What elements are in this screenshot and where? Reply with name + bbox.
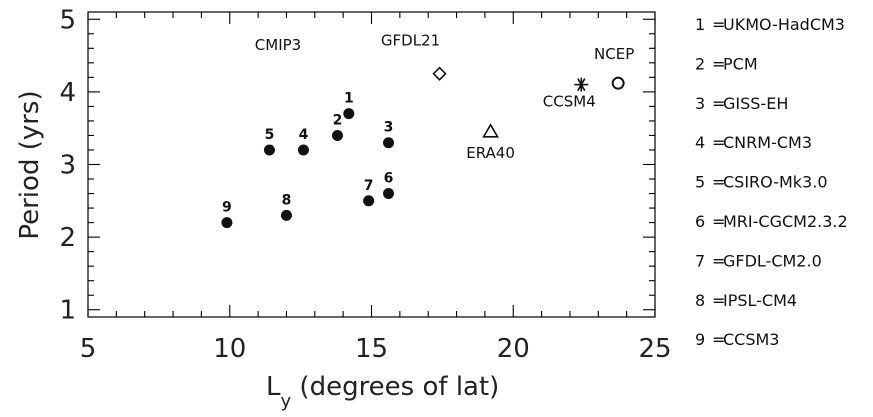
model-point-label: 8 [282,192,292,208]
y-tick-label: 4 [59,78,76,108]
legend-key: 2 [695,54,705,73]
x-tick-label: 20 [497,334,530,364]
legend-key: 3 [695,94,705,113]
x-tick-label: 10 [213,334,246,364]
plot-frame [87,11,656,318]
era40-marker [482,123,499,138]
model-point-label: 9 [222,200,232,216]
model-point [383,188,395,200]
legend-name: CCSM3 [723,330,779,349]
legend-name: CNRM-CM3 [723,133,812,152]
model-point [331,129,343,141]
legend-sep: = [712,330,725,349]
legend-key: 6 [695,212,705,231]
legend-sep: = [712,15,725,34]
legend-key: 5 [695,173,705,192]
model-point-label: 1 [344,91,354,107]
legend-sep: = [712,291,725,310]
x-axis-label-rest: (degrees of lat) [291,372,499,402]
legend-key: 9 [695,330,705,349]
y-tick-label: 3 [59,151,76,181]
y-tick-label: 2 [59,223,76,253]
x-axis-label-sub: y [281,391,292,412]
legend-key: 1 [695,15,705,34]
model-point [297,144,309,156]
legend-key: 4 [695,133,705,152]
x-ticks: 5 10 15 20 25 [80,12,672,364]
legend-sep: = [712,54,725,73]
model-point-label: 6 [384,171,394,187]
gfdl21-label: GFDL21 [381,32,440,50]
y-tick-label: 5 [59,5,76,35]
ccsm4-label: CCSM4 [543,93,596,111]
model-point-label: 2 [333,112,343,128]
x-axis-label: Ly (degrees of lat) [266,372,499,412]
plot-marks: 12 3 4 5 67 8 9 GFDL21 ERA40 CCSM4 NCEP [221,32,634,229]
model-point [383,137,395,149]
gfdl21-marker [432,66,447,81]
x-axis-label-main: L [266,372,281,402]
ncep-marker [611,76,625,90]
legend-sep: = [712,251,725,270]
model-point-label: 3 [384,120,394,136]
legend-sep: = [712,133,725,152]
ncep-label: NCEP [594,45,634,63]
legend-name: PCM [723,54,758,73]
x-tick-label: 15 [355,334,388,364]
model-point [363,195,375,207]
models-title: CMIP3 [255,36,301,54]
model-point [263,144,275,156]
era40-label: ERA40 [466,144,515,162]
legend-name: IPSL-CM4 [723,291,797,310]
legend-name: UKMO-HadCM3 [723,15,845,34]
legend-key: 8 [695,291,705,310]
legend-key: 7 [695,251,705,270]
model-point [221,217,233,229]
x-tick-label: 25 [638,334,671,364]
legend-name: GFDL-CM2.0 [723,251,822,270]
model-point-label: 7 [364,178,374,194]
legend-sep: = [712,212,725,231]
model-point [343,108,355,120]
legend-name: MRI-CGCM2.3.2 [723,212,848,231]
legend-sep: = [712,173,725,192]
x-tick-label: 5 [80,334,97,364]
legend-name: CSIRO-Mk3.0 [723,173,828,192]
legend-name: GISS-EH [723,94,788,113]
legend-sep: = [712,94,725,113]
y-axis-label: Period (yrs) [15,90,45,239]
model-point [280,209,292,221]
y-tick-label: 1 [59,296,76,326]
model-point-label: 4 [299,127,309,143]
model-point-label: 5 [265,127,275,143]
